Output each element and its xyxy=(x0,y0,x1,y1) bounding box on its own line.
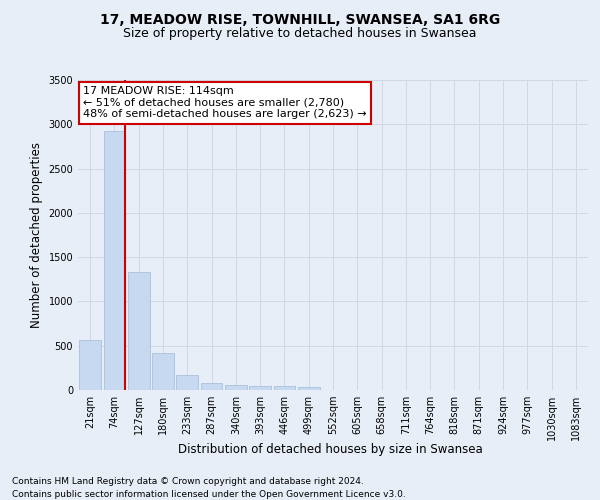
Bar xyxy=(152,353,174,390)
Bar xyxy=(200,383,223,390)
Bar xyxy=(298,387,320,390)
Bar xyxy=(249,386,271,390)
Text: Contains HM Land Registry data © Crown copyright and database right 2024.: Contains HM Land Registry data © Crown c… xyxy=(12,478,364,486)
Text: Size of property relative to detached houses in Swansea: Size of property relative to detached ho… xyxy=(123,28,477,40)
Bar xyxy=(128,272,149,390)
Y-axis label: Number of detached properties: Number of detached properties xyxy=(30,142,43,328)
Bar xyxy=(225,385,247,390)
Text: 17 MEADOW RISE: 114sqm
← 51% of detached houses are smaller (2,780)
48% of semi-: 17 MEADOW RISE: 114sqm ← 51% of detached… xyxy=(83,86,367,120)
Bar xyxy=(274,386,295,390)
Text: 17, MEADOW RISE, TOWNHILL, SWANSEA, SA1 6RG: 17, MEADOW RISE, TOWNHILL, SWANSEA, SA1 … xyxy=(100,12,500,26)
Bar xyxy=(104,132,125,390)
Bar xyxy=(176,375,198,390)
Text: Distribution of detached houses by size in Swansea: Distribution of detached houses by size … xyxy=(178,442,482,456)
Bar xyxy=(79,340,101,390)
Text: Contains public sector information licensed under the Open Government Licence v3: Contains public sector information licen… xyxy=(12,490,406,499)
